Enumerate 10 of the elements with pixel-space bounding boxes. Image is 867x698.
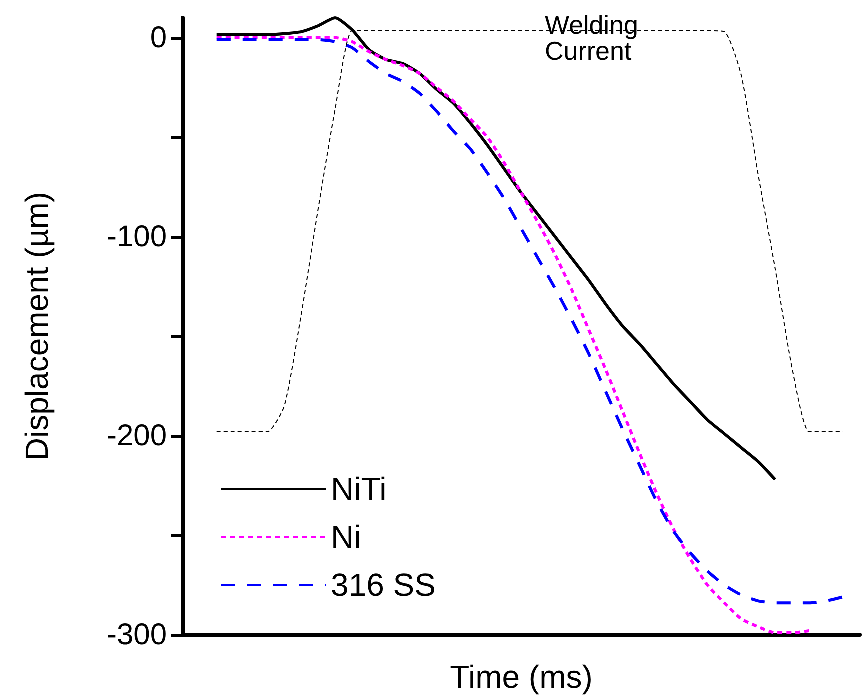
y-tick-label: 0 <box>150 21 167 54</box>
legend-label: Ni <box>331 519 362 555</box>
y-tick-label: -200 <box>106 419 167 452</box>
legend-label: NiTi <box>331 471 387 507</box>
y-axis-title: Displacement (µm) <box>19 192 55 462</box>
annotation: Welding Current <box>545 10 638 66</box>
y-tick-label: -100 <box>106 220 167 254</box>
legend-label: 316 SS <box>331 567 436 603</box>
x-axis-title: Time (ms) <box>450 659 593 695</box>
y-tick-label: -300 <box>106 618 167 652</box>
